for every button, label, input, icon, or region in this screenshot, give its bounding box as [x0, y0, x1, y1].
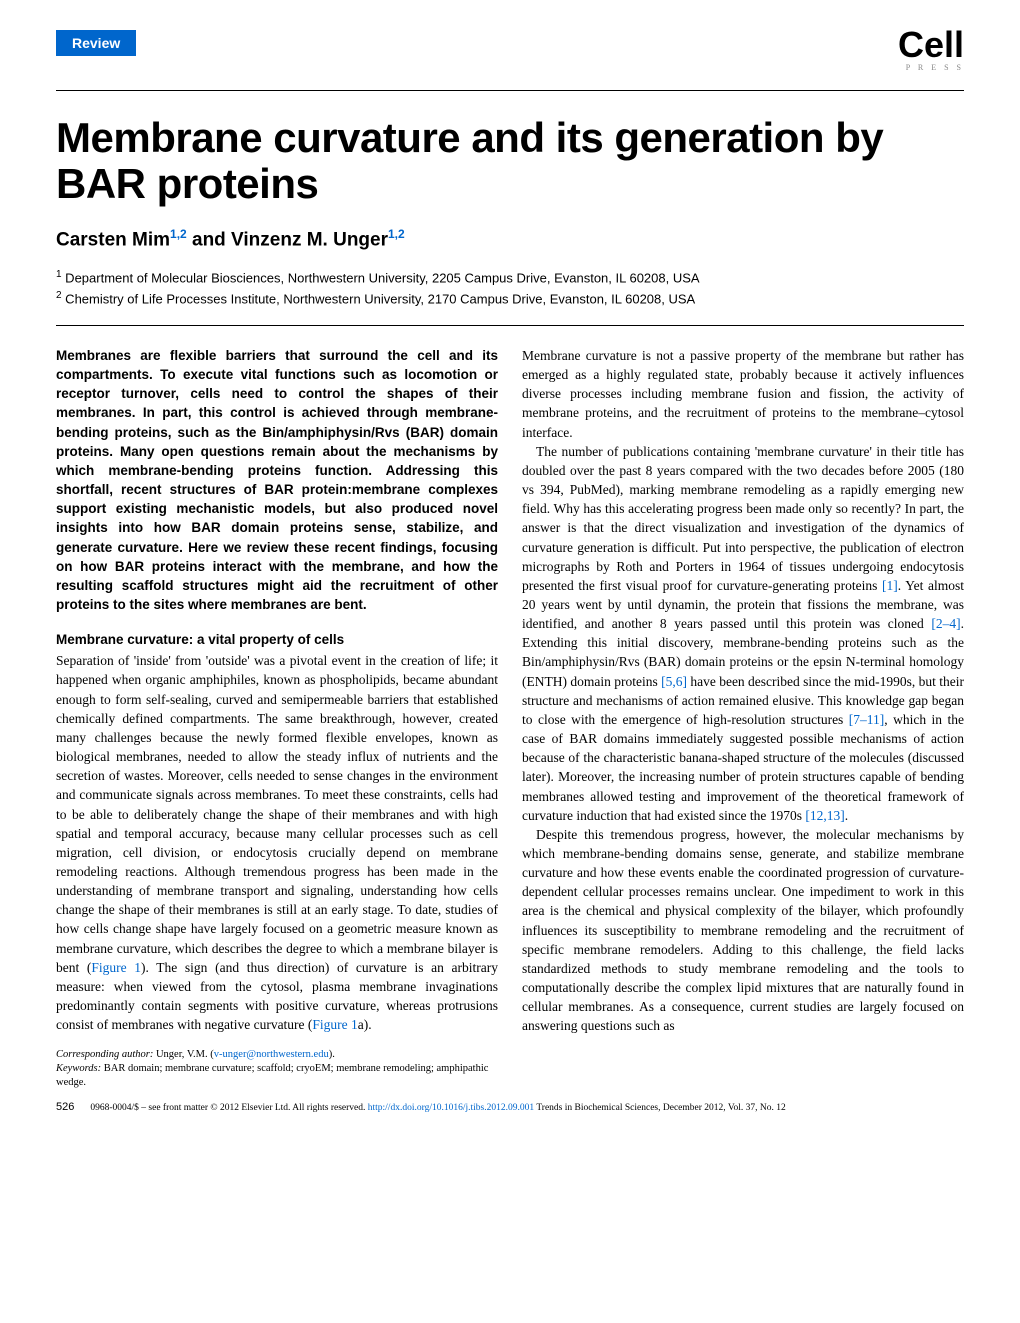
aff-text-2: Chemistry of Life Processes Institute, N… [62, 291, 696, 306]
section-heading-1: Membrane curvature: a vital property of … [56, 630, 498, 649]
ref-12-13-link[interactable]: [12,13] [805, 808, 844, 823]
author-sup-2: 1,2 [388, 227, 405, 241]
col2-text-2f: . [845, 808, 848, 823]
corresponding-close: ). [329, 1049, 335, 1060]
left-column: Membranes are flexible barriers that sur… [56, 346, 498, 1089]
ref-2-4-link[interactable]: [2–4] [931, 616, 960, 631]
affiliations-block: 1 Department of Molecular Biosciences, N… [56, 267, 964, 309]
right-column: Membrane curvature is not a passive prop… [522, 346, 964, 1089]
abstract-text: Membranes are flexible barriers that sur… [56, 346, 498, 614]
corresponding-label: Corresponding author: [56, 1049, 153, 1060]
col1-text-1c: a). [358, 1017, 372, 1032]
aff-text-1: Department of Molecular Biosciences, Nor… [62, 271, 700, 286]
cell-logo: Cell [898, 30, 964, 61]
cell-logo-container: Cell P R E S S [898, 30, 964, 72]
author-name-1: Carsten Mim [56, 229, 170, 250]
two-column-layout: Membranes are flexible barriers that sur… [56, 346, 964, 1089]
journal-info: Trends in Biochemical Sciences, December… [534, 1103, 786, 1113]
col2-text-2a: The number of publications containing 'm… [522, 444, 964, 593]
doi-link[interactable]: http://dx.doi.org/10.1016/j.tibs.2012.09… [368, 1103, 534, 1113]
ref-1-link[interactable]: [1] [882, 578, 898, 593]
col1-paragraph-1: Separation of 'inside' from 'outside' wa… [56, 651, 498, 1034]
corresponding-email-link[interactable]: v-unger@northwestern.edu [214, 1049, 329, 1060]
author-sup-1: 1,2 [170, 227, 187, 241]
page-footer: 526 0968-0004/$ – see front matter © 201… [56, 1101, 964, 1113]
page-number: 526 [56, 1101, 74, 1113]
keywords-line: Keywords: BAR domain; membrane curvature… [56, 1062, 498, 1089]
header-row: Review Cell P R E S S [56, 30, 964, 72]
review-badge: Review [56, 30, 136, 56]
affiliation-2: 2 Chemistry of Life Processes Institute,… [56, 288, 964, 309]
keywords-label: Keywords: [56, 1063, 101, 1074]
corresponding-name: Unger, V.M. ( [153, 1049, 213, 1060]
col1-text-1a: Separation of 'inside' from 'outside' wa… [56, 653, 498, 975]
col2-paragraph-2: The number of publications containing 'm… [522, 442, 964, 825]
section-divider [56, 325, 964, 326]
col2-paragraph-1: Membrane curvature is not a passive prop… [522, 346, 964, 442]
affiliation-1: 1 Department of Molecular Biosciences, N… [56, 267, 964, 288]
figure-1-link[interactable]: Figure 1 [91, 960, 141, 975]
footer-copyright: 0968-0004/$ – see front matter © 2012 El… [90, 1103, 785, 1113]
author-name-2: and Vinzenz M. Unger [187, 229, 388, 250]
keywords-text: BAR domain; membrane curvature; scaffold… [56, 1063, 488, 1088]
col2-text-2e: , which in the case of BAR domains immed… [522, 712, 964, 823]
corresponding-author: Corresponding author: Unger, V.M. (v-ung… [56, 1048, 498, 1062]
top-divider [56, 90, 964, 91]
figure-1a-link[interactable]: Figure 1 [312, 1017, 357, 1032]
col2-paragraph-3: Despite this tremendous progress, howeve… [522, 825, 964, 1036]
authors-line: Carsten Mim1,2 and Vinzenz M. Unger1,2 [56, 227, 964, 251]
ref-5-6-link[interactable]: [5,6] [661, 674, 687, 689]
article-title: Membrane curvature and its generation by… [56, 115, 964, 207]
ref-7-11-link[interactable]: [7–11] [849, 712, 885, 727]
page-container: Review Cell P R E S S Membrane curvature… [0, 0, 1020, 1133]
copyright-text: 0968-0004/$ – see front matter © 2012 El… [90, 1103, 367, 1113]
cell-press-label: P R E S S [898, 63, 964, 72]
